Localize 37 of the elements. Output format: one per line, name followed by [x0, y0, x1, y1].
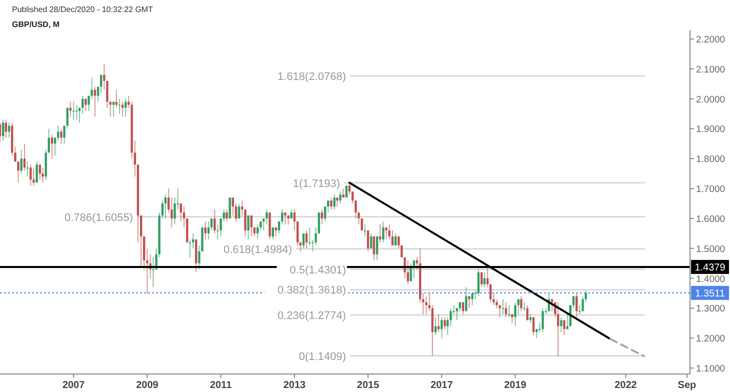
- ref-line-label: 0.236(1.2774): [278, 310, 346, 322]
- y-tick-label: 1.8000: [696, 154, 726, 166]
- x-tick-label: 2007: [62, 380, 86, 391]
- x-tick-label: 2022: [614, 380, 638, 391]
- x-tick-label: 2015: [356, 380, 380, 391]
- candlestick: [318, 212, 320, 234]
- y-tick-label: 1.9000: [696, 124, 726, 136]
- x-tick-label: Sep: [678, 380, 696, 391]
- ref-line-label: 1.4379: [694, 262, 726, 274]
- ref-line-label: 0.786(1.6055): [64, 212, 133, 224]
- candlestick: [186, 218, 188, 243]
- y-tick-label: 2.2000: [696, 34, 726, 46]
- y-tick-label: 1.5000: [696, 244, 726, 255]
- y-tick-label: 1.6000: [696, 214, 726, 225]
- x-tick-label: 2011: [210, 380, 232, 391]
- ref-line-label: 1.618(2.0768): [278, 70, 346, 83]
- ref-line-label: 1.3511: [695, 288, 726, 300]
- ref-line-label: 1(1.7193): [292, 178, 340, 190]
- ref-line-label: 0.5(1.4301): [290, 264, 346, 276]
- y-tick-label: 2.1000: [696, 64, 726, 76]
- y-tick-label: 1.4000: [696, 274, 726, 285]
- candlestick: [201, 226, 204, 252]
- y-tick-label: 1.3000: [696, 304, 726, 315]
- x-tick-label: 2017: [430, 380, 454, 391]
- x-tick-label: 2009: [136, 380, 159, 391]
- y-tick-label: 1.1000: [696, 364, 726, 375]
- y-tick-label: 1.2000: [696, 334, 726, 345]
- ref-line-label: 0(1.1409): [298, 350, 346, 363]
- x-tick-label: 2013: [283, 380, 306, 391]
- ref-line-label: 0.382(1.3618): [278, 284, 346, 297]
- candlestick: [228, 197, 231, 219]
- y-tick-label: 2.0000: [696, 94, 726, 106]
- ref-line-label: 0.618(1.4984): [224, 244, 292, 256]
- chart-subtitle: Published 28/Dec/2020 - 10:32:22 GMT: [12, 5, 154, 14]
- x-tick-label: 2019: [504, 380, 527, 391]
- y-tick-label: 1.7000: [696, 184, 726, 196]
- chart-title: GBP/USD, M: [12, 20, 60, 29]
